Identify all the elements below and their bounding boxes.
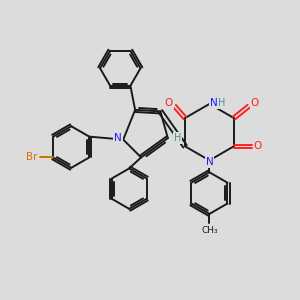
Text: O: O — [254, 141, 262, 151]
Text: O: O — [250, 98, 259, 108]
Text: H: H — [218, 98, 226, 108]
Text: O: O — [164, 98, 173, 108]
Text: N: N — [114, 133, 122, 143]
Text: N: N — [210, 98, 218, 108]
Text: CH₃: CH₃ — [201, 226, 218, 235]
Text: N: N — [206, 157, 213, 167]
Text: Br: Br — [26, 152, 37, 162]
Text: H: H — [174, 133, 181, 143]
